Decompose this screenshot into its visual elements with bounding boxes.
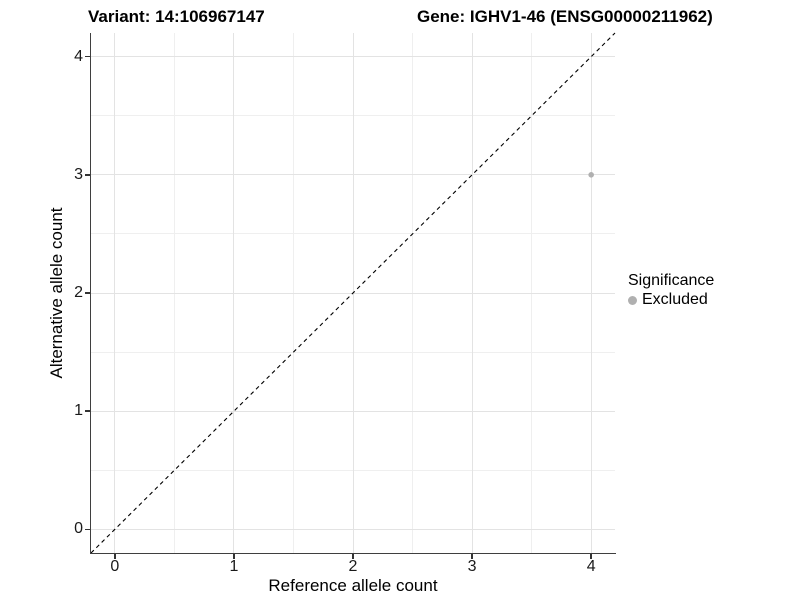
x-tick-label: 0 bbox=[110, 558, 120, 575]
h-gridline bbox=[91, 528, 615, 530]
y-tick bbox=[85, 292, 90, 294]
x-tick-label: 3 bbox=[467, 558, 477, 575]
legend-item-label: Excluded bbox=[642, 291, 708, 308]
x-tick bbox=[471, 554, 473, 559]
y-tick-label: 1 bbox=[74, 402, 83, 420]
y-tick-label: 2 bbox=[74, 284, 83, 301]
y-axis-line bbox=[89, 33, 91, 554]
legend-item-excluded: Excluded bbox=[628, 291, 714, 309]
data-point bbox=[588, 172, 594, 178]
legend-title: Significance bbox=[628, 272, 715, 289]
x-tick-label: 1 bbox=[229, 558, 239, 575]
identity-dashed-line bbox=[90, 32, 616, 554]
x-tick-label: 2 bbox=[348, 558, 358, 575]
h-gridline bbox=[91, 174, 615, 176]
gene-title: Gene: IGHV1-46 (ENSG00000211962) bbox=[417, 7, 713, 26]
variant-title: Variant: 14:106967147 bbox=[88, 7, 265, 26]
legend: Significance Excluded bbox=[628, 271, 714, 309]
x-axis-title: Reference allele count bbox=[268, 576, 438, 595]
excluded-point-icon bbox=[628, 295, 637, 305]
y-tick bbox=[85, 410, 90, 412]
y-tick-label: 3 bbox=[74, 165, 83, 183]
y-tick-label: 0 bbox=[74, 520, 83, 538]
x-tick-label: 4 bbox=[586, 558, 596, 575]
x-tick bbox=[590, 554, 592, 559]
x-axis-line bbox=[89, 552, 616, 554]
h-gridline bbox=[91, 410, 615, 412]
y-tick bbox=[85, 55, 90, 58]
y-tick bbox=[85, 528, 90, 531]
y-tick-label: 4 bbox=[74, 47, 83, 65]
x-tick bbox=[233, 554, 235, 559]
x-tick bbox=[114, 554, 116, 559]
y-tick bbox=[85, 174, 90, 176]
h-gridline bbox=[91, 56, 615, 58]
chart-layer bbox=[90, 32, 616, 554]
plot-panel bbox=[90, 32, 616, 554]
x-tick bbox=[352, 554, 354, 559]
